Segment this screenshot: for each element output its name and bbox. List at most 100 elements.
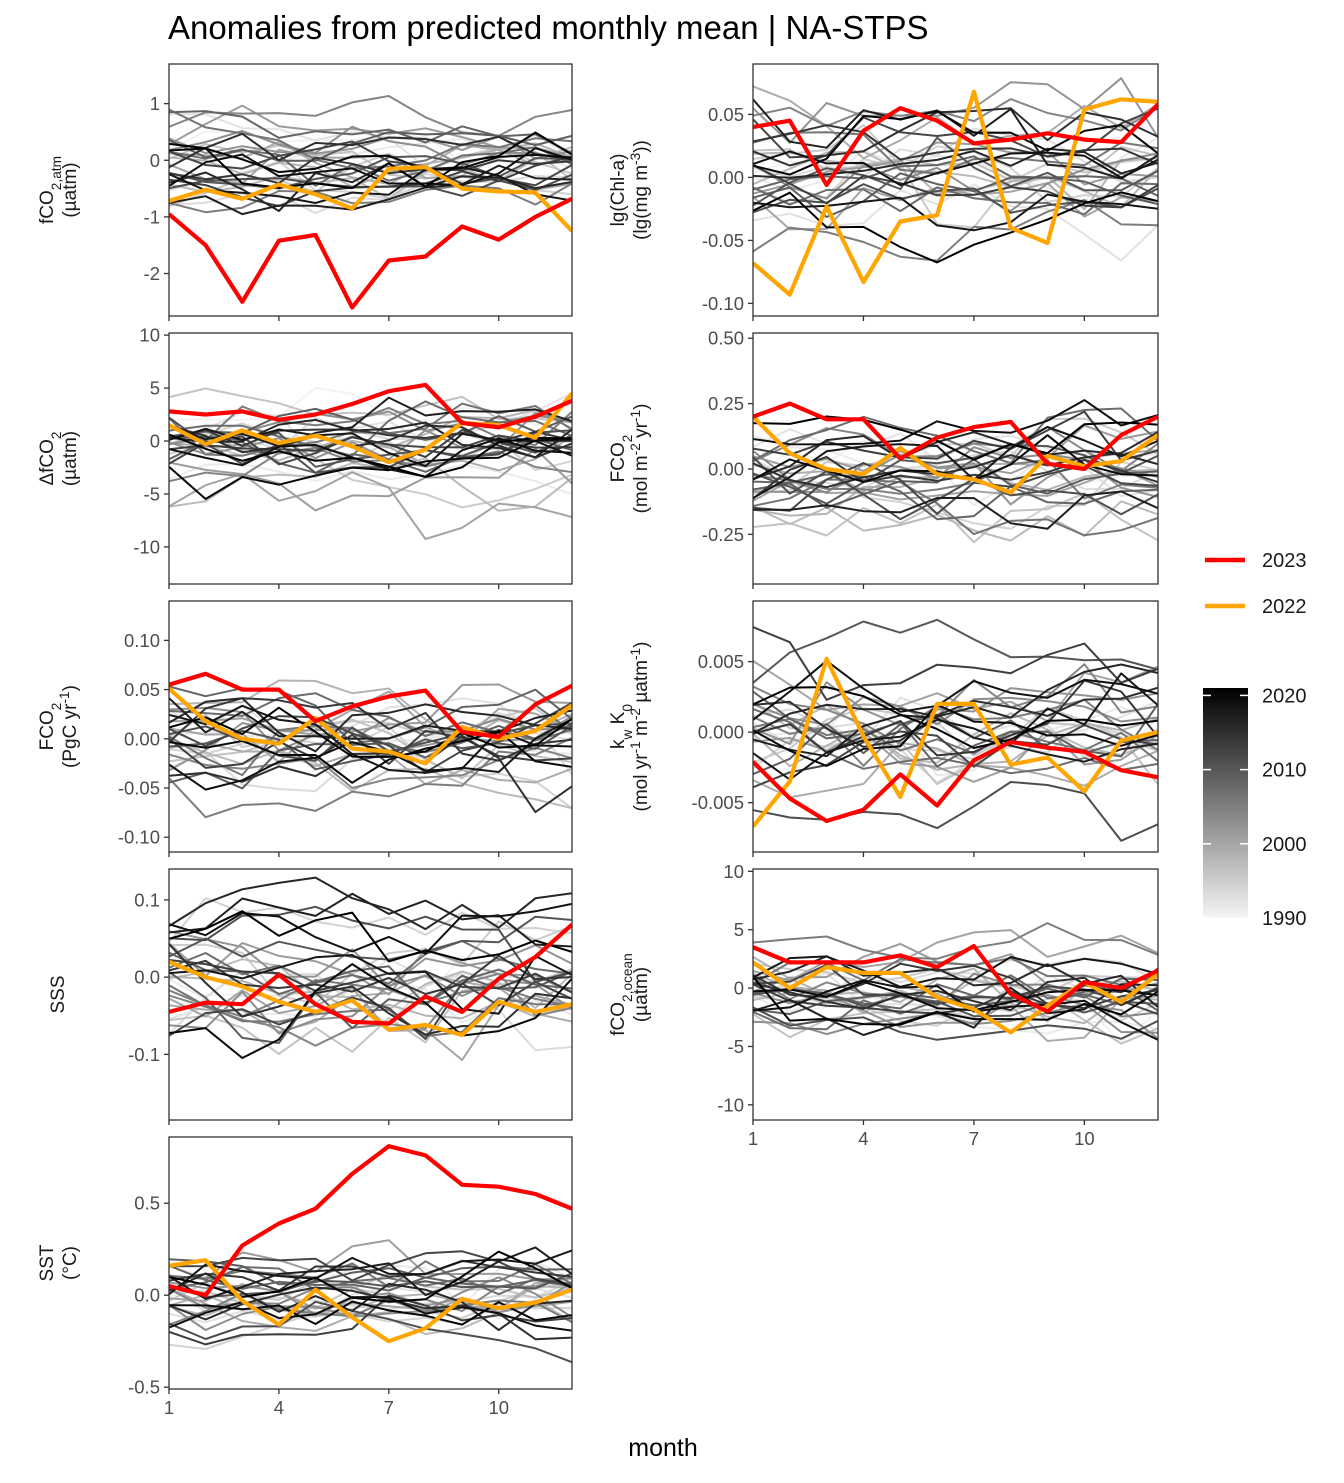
year-line-1996 [753,146,1158,182]
year-line-2019 [753,979,1158,1041]
y-axis-title-line: (µatm) [60,431,81,486]
year-line-2007 [169,400,572,457]
year-line-2014 [753,679,1158,757]
year-line-2015 [169,943,572,1036]
y-tick-label: 0.0 [134,967,160,988]
year-line-2003 [169,706,572,752]
year-line-2019 [753,659,1158,721]
panel-lines [169,382,572,540]
y-axis-title-line: fCO2,atm [37,156,64,224]
y-tick-label: 0.00 [124,728,160,749]
year-line-2004 [753,98,1158,132]
year-line-2004 [753,663,1158,746]
panel-fco2-pgc: 0.10 0.05 0.00 -0.05 -0.10 FCO2(PgC yr-1) [37,600,573,857]
y-axis-title-line: SST [37,1244,58,1281]
y-axis-title-line: SSS [48,975,69,1013]
y-tick-label: 0.1 [134,889,160,910]
year-line-2018 [169,1249,572,1296]
y-tick-label: -0.005 [692,792,744,813]
year-line-2015 [753,686,1158,748]
year-line-1996 [753,984,1158,1045]
year-line-2015 [753,431,1158,489]
panel-kw-k0: 0.005 0.000 -0.005 kw K0(mol yr-1 m-2 µatm-… [608,600,1159,857]
panel-border [752,868,1159,1121]
panel-border [168,600,573,853]
y-axis-title-line: FCO2 [608,435,635,483]
colorbar-label-2000: 2000 [1262,834,1307,856]
year-line-2018 [753,426,1158,499]
series-2022-line [169,959,572,1038]
y-tick-label: -0.10 [118,827,160,848]
year-line-2010 [169,724,572,771]
year-line-2009 [753,172,1158,218]
year-line-2004 [169,95,572,137]
y-tick-label: -2 [144,263,160,284]
x-axis-title: month [628,1434,697,1462]
panel-border [168,63,573,317]
y-tick-label: 0.000 [698,722,744,743]
panel-lines [169,671,572,819]
year-line-2021 [169,433,572,478]
year-line-2002 [753,681,1158,745]
year-line-2005 [753,458,1158,500]
year-line-2014 [169,954,572,995]
year-line-2009 [169,131,572,162]
series-2022-line [169,1258,572,1344]
year-line-2017 [753,714,1158,763]
year-line-2005 [753,922,1158,960]
y-axis-title-line: (mol yr-1 m-2 µatm-1) [628,642,653,812]
series-2023-line [169,671,572,739]
year-line-2000 [753,182,1158,231]
y-tick-label: -0.10 [702,293,744,314]
panel-lines [753,922,1158,1045]
x-tick-label: 4 [858,1128,868,1149]
year-line-2017 [169,892,572,948]
y-tick-label: 0 [150,150,160,171]
y-axis-title-line: kw K0 [608,704,635,749]
series-2022-line [169,687,572,766]
year-line-2018 [753,672,1158,781]
series-2022-line [753,960,1158,1035]
y-tick-label: -10 [133,536,160,557]
panel-sss: 0.1 0.0 -0.1 SSS [48,868,573,1125]
year-line-2017 [169,164,572,216]
y-axis-title-line: (mol m-2 yr-1) [628,404,653,514]
year-line-2005 [753,198,1158,262]
y-tick-label: 10 [139,325,160,346]
x-tick-label: 1 [164,1397,174,1418]
year-line-2013 [753,164,1158,209]
year-line-2003 [753,152,1158,212]
series-2022-line [169,165,572,233]
panel-border [168,332,573,585]
year-line-2006 [169,984,572,1038]
y-tick-label: 0.0 [134,1285,160,1306]
colorbar-label-2020: 2020 [1262,685,1307,707]
panel-lines [169,1144,572,1364]
year-line-2016 [169,697,572,753]
y-tick-label: 0.10 [124,630,160,651]
year-line-2011 [169,1300,572,1364]
y-axis-title: FCO2(PgC yr-1) [37,685,81,768]
panel-background [169,333,572,584]
y-tick-label: 0.25 [708,393,744,414]
y-tick-label: 0.05 [124,679,160,700]
year-line-1993 [753,127,1158,184]
y-tick-label: -0.1 [128,1044,160,1065]
year-line-2010 [169,155,572,190]
year-line-2012 [753,963,1158,1016]
year-line-2021 [169,910,572,963]
year-line-1994 [169,897,572,943]
panel-border [752,600,1159,853]
year-line-2013 [753,626,1158,701]
year-line-2006 [753,478,1158,537]
legend: 2023 2022 2020 2010 2000 1990 [1203,550,1307,930]
y-tick-label: 0.005 [698,651,744,672]
year-line-2007 [753,182,1158,216]
y-axis-title: SSS [48,975,69,1013]
panel-chl-a: 0.05 0.00 -0.05 -0.10 lg(Chl-a) (lg(mg m-3)) [608,63,1159,321]
year-line-2006 [169,108,572,170]
colorbar-label-1990: 1990 [1262,908,1307,930]
x-tick-label: 10 [1074,1128,1095,1149]
y-axis-title: FCO2(mol m-2 yr-1) [608,404,652,514]
